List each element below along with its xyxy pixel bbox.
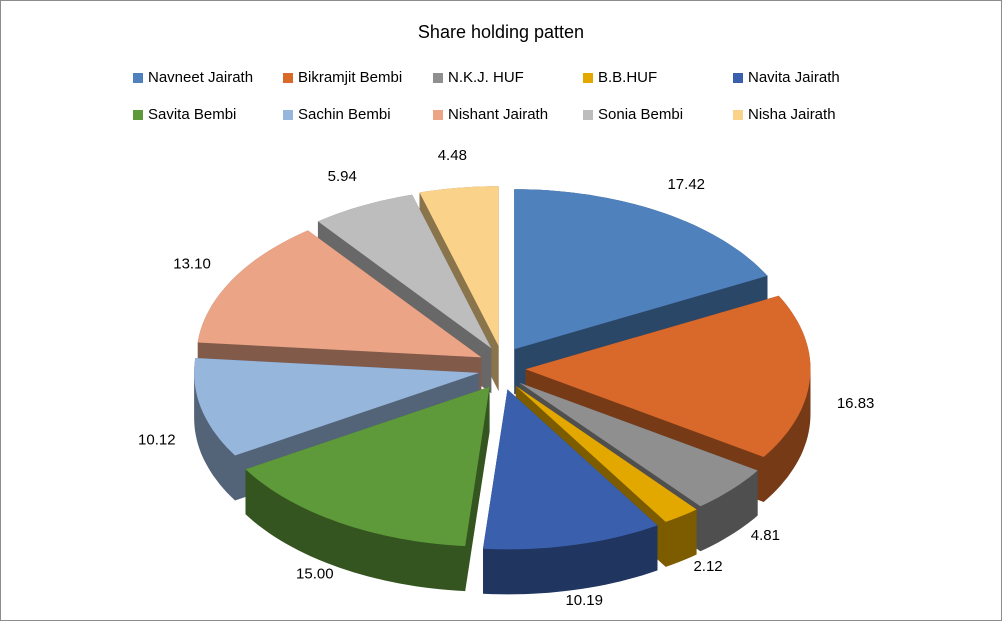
slice	[317, 194, 492, 349]
legend-label: Navita Jairath	[748, 69, 840, 86]
legend-label: Savita Bembi	[148, 106, 236, 123]
legend-swatch	[583, 73, 593, 83]
slice	[525, 295, 811, 457]
legend-label: B.B.HUF	[598, 69, 657, 86]
data-label: 2.12	[693, 558, 722, 575]
legend-swatch	[733, 110, 743, 120]
data-label: 4.48	[438, 147, 467, 164]
slice	[483, 389, 658, 550]
data-label: 15.00	[296, 565, 334, 582]
data-label: 10.19	[565, 592, 603, 609]
data-label: 16.83	[837, 395, 875, 412]
data-label: 17.42	[667, 176, 705, 193]
data-label: 10.12	[138, 431, 176, 448]
slice	[245, 386, 490, 547]
legend-swatch	[583, 110, 593, 120]
slice	[419, 186, 499, 347]
legend-swatch	[733, 73, 743, 83]
legend-label: Nishant Jairath	[448, 106, 548, 123]
chart-title: Share holding patten	[418, 22, 584, 42]
legend-label: Sachin Bembi	[298, 106, 391, 123]
legend-swatch	[133, 73, 143, 83]
data-label: 5.94	[328, 168, 357, 185]
data-label: 13.10	[173, 256, 211, 273]
legend-label: Navneet Jairath	[148, 69, 253, 86]
slice	[197, 230, 482, 358]
slice	[519, 382, 758, 507]
legend-swatch	[133, 110, 143, 120]
slice	[514, 189, 768, 350]
legend-swatch	[283, 110, 293, 120]
legend-label: Bikramjit Bembi	[298, 69, 402, 86]
legend-label: Nisha Jairath	[748, 106, 836, 123]
legend-label: Sonia Bembi	[598, 106, 683, 123]
legend-swatch	[433, 73, 443, 83]
legend-swatch	[283, 73, 293, 83]
slice	[194, 358, 480, 456]
data-label: 4.81	[751, 527, 780, 544]
slice	[515, 385, 697, 522]
legend-label: N.K.J. HUF	[448, 69, 524, 86]
legend-swatch	[433, 110, 443, 120]
slice-side	[519, 382, 758, 552]
